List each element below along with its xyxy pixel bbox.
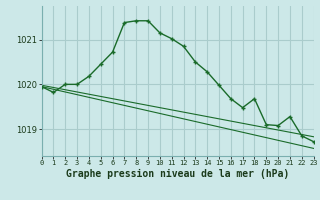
X-axis label: Graphe pression niveau de la mer (hPa): Graphe pression niveau de la mer (hPa) xyxy=(66,169,289,179)
